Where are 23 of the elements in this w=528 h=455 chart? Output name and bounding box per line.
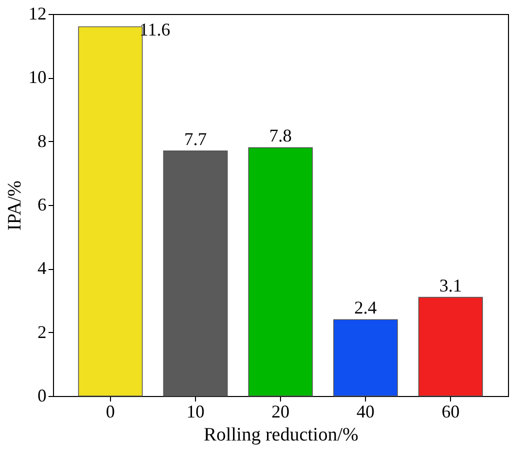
bar bbox=[333, 319, 398, 396]
x-tick-label: 0 bbox=[106, 402, 115, 422]
bar bbox=[78, 26, 143, 396]
y-tick-label: 4 bbox=[38, 258, 46, 278]
data-label: 3.1 bbox=[439, 275, 462, 296]
bar bbox=[248, 147, 313, 396]
y-tick-label: 6 bbox=[38, 194, 46, 214]
y-axis-title: IPA/% bbox=[4, 180, 26, 230]
y-tick-label: 0 bbox=[38, 386, 46, 406]
bar bbox=[163, 150, 228, 396]
data-label: 7.7 bbox=[184, 128, 207, 149]
y-tick-label: 12 bbox=[28, 4, 46, 24]
x-axis-title: Rolling reduction/% bbox=[204, 424, 358, 446]
x-tick-label: 20 bbox=[272, 402, 290, 422]
x-tick-label: 10 bbox=[186, 402, 204, 422]
bar bbox=[418, 296, 483, 396]
y-tick-label: 8 bbox=[38, 130, 46, 151]
y-tick-label: 2 bbox=[38, 322, 46, 342]
data-label: 7.8 bbox=[269, 126, 292, 146]
x-tick-label: 60 bbox=[442, 402, 460, 422]
y-tick-label: 10 bbox=[28, 67, 46, 88]
data-label: 2.4 bbox=[354, 298, 377, 318]
x-tick-label: 40 bbox=[356, 402, 375, 422]
